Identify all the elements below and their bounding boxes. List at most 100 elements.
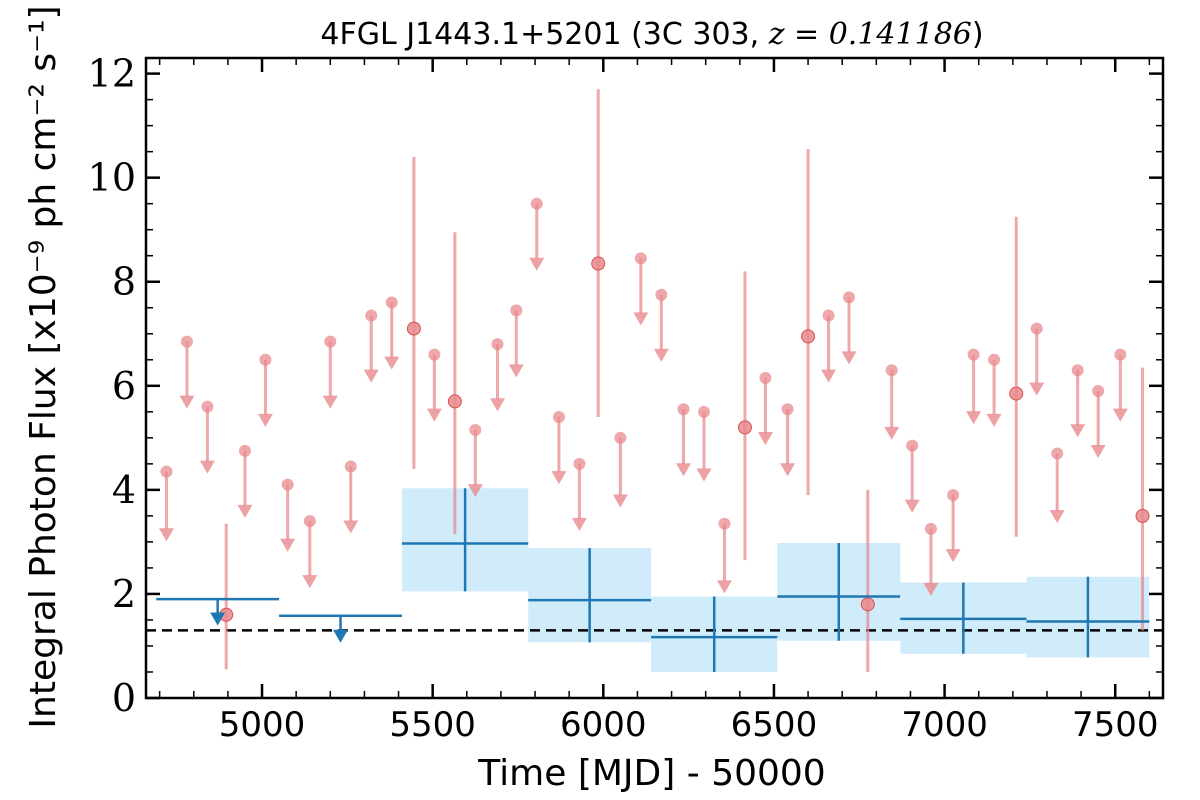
detection-point [219,523,234,670]
upper-limit-point [633,252,649,326]
upper-limit-arrow [904,499,920,513]
upper-limit-arrow [343,520,359,534]
upper-limit-point [676,403,692,477]
x-tick-label: 5500 [389,705,476,745]
upper-limit-marker [1051,447,1064,460]
upper-limit-marker [201,400,214,413]
detection-marker [860,597,875,612]
y-tick-label: 4 [112,468,136,512]
y-tick-label: 6 [112,364,136,408]
upper-limit-point [923,522,939,596]
y-tick-label: 8 [112,260,136,304]
upper-limit-point [322,335,338,409]
detection-marker [1135,508,1150,523]
upper-limit-point [716,517,732,594]
binned-point [777,542,901,641]
binned-point [900,582,1027,654]
upper-limit-arrow [179,395,195,409]
upper-limit-marker [697,405,710,418]
upper-limit-marker [238,444,251,457]
upper-limit-marker [281,478,294,491]
upper-limit-arrow [257,413,273,427]
upper-limit-arrow [1112,408,1128,422]
upper-limit-point [508,304,524,378]
upper-limit-marker [1114,348,1127,361]
x-axis-label: Time [MJD] - 50000 [477,753,825,794]
upper-limit-marker [428,348,441,361]
y-axis-label: Integral Photon Flux [x10⁻⁹ ph cm⁻² s⁻¹] [23,5,64,728]
upper-limit-arrow [551,471,567,485]
upper-limit-point [529,197,545,271]
binned-point [401,488,529,592]
plot-frame [144,56,1165,700]
upper-limit-arrow [612,494,628,508]
detection-point [860,489,875,672]
upper-limit-marker [655,288,668,301]
upper-limit-marker [469,424,482,437]
upper-limit-marker [303,515,316,528]
upper-limit-point [1112,348,1128,422]
binned-point [279,614,402,643]
upper-limit-arrow [158,528,174,542]
upper-limit-point [612,431,628,508]
detection-marker [447,394,462,409]
upper-limit-point [257,353,273,427]
upper-limit-marker [822,309,835,322]
upper-limit-arrow [199,460,215,474]
upper-limit-marker [344,460,357,473]
upper-limit-point [986,353,1002,427]
upper-limit-marker [906,439,919,452]
upper-limit-arrow [490,398,506,412]
upper-limit-arrow [1070,424,1086,438]
upper-limit-arrow [426,408,442,422]
upper-limit-marker [759,372,772,384]
upper-limit-arrow [529,257,545,271]
upper-limit-point [1029,322,1045,396]
detection-point [406,156,421,470]
upper-limit-marker [491,338,504,351]
upper-limit-marker [573,457,586,470]
upper-limit-point [653,288,669,362]
upper-limit-point [467,424,483,498]
upper-limit-point [179,335,195,409]
upper-limit-marker [924,522,937,535]
detection-point [737,271,752,561]
upper-limit-arrow [302,575,318,589]
upper-limit-point [884,364,900,440]
upper-limit-arrow [966,411,982,425]
upper-limit-point [821,309,837,383]
upper-limit-marker [947,489,960,502]
upper-limit-arrow [237,504,253,518]
upper-limit-arrow [986,413,1002,427]
detection-point [1135,367,1150,631]
detection-marker [406,321,421,336]
upper-limit-point [426,348,442,422]
axes: 5000 5500 6000 6500 7000 7500 0 2 4 6 8 10 12 [88,52,1165,745]
upper-limit-point [945,489,961,563]
upper-limit-marker [988,353,1001,366]
upper-limit-marker [510,304,523,317]
upper-limit-point [1090,385,1106,459]
upper-limit-arrow [884,426,900,440]
upper-limit-marker [1030,322,1043,335]
upper-limit-point [571,457,587,531]
upper-limit-point [280,478,296,552]
upper-limit-point [302,515,318,589]
upper-limit-arrow [571,517,587,531]
binned-point [156,597,280,626]
upper-limit-marker [781,403,794,416]
upper-limit-arrow [653,348,669,362]
upper-limit-marker [614,431,627,444]
upper-limit-marker [967,348,980,361]
upper-limit-point [696,405,712,482]
upper-limit-marker [634,252,647,265]
detection-point [591,89,606,418]
upper-limit-arrow [633,312,649,326]
upper-limit-point [757,372,773,446]
upper-limit-point [1070,364,1086,438]
x-tick-label: 6500 [731,705,818,745]
upper-limit-arrow [322,395,338,409]
upper-limit-arrow [923,582,939,596]
detection-marker [737,420,752,435]
